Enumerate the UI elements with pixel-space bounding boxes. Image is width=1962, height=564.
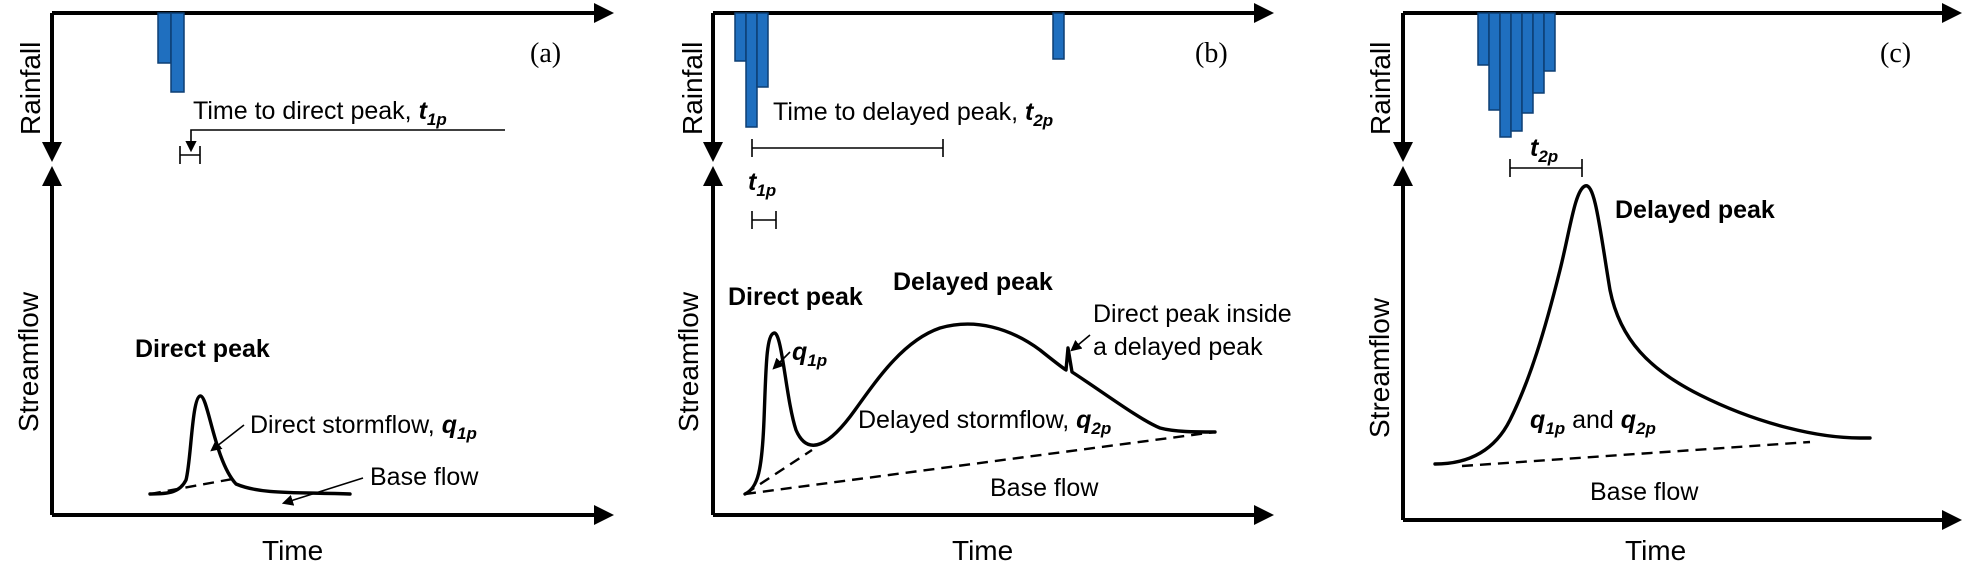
baseflow-separation-line <box>744 430 1216 496</box>
base-flow-label: Base flow <box>370 463 479 491</box>
t2p-label: t2p <box>1530 134 1558 166</box>
delayed-peak-label: Delayed peak <box>1615 196 1775 224</box>
baseflow-separation-line <box>744 448 813 496</box>
rain-bar <box>1499 12 1512 138</box>
rainfall-axis-label: Rainfall <box>1365 42 1396 135</box>
base-flow-label: Base flow <box>990 474 1099 502</box>
rain-bar <box>1521 12 1534 114</box>
rain-bar <box>734 12 747 62</box>
time-axis-label: Time <box>1625 535 1686 564</box>
time-to-delayed-peak-label: Time to delayed peak, t2p <box>773 98 1053 130</box>
rain-bar <box>170 12 185 93</box>
direct-peak-label: Direct peak <box>728 283 863 311</box>
delayed-stormflow-label: Delayed stormflow, q2p <box>858 406 1111 438</box>
baseflow-separation-line <box>149 476 239 496</box>
baseflow-separation-line <box>1461 440 1811 468</box>
panel-tag: (c) <box>1880 38 1911 69</box>
streamflow-axis-label: Streamflow <box>13 291 44 432</box>
direct-peak-label: Direct peak <box>135 335 270 363</box>
panel-tag: (a) <box>530 38 561 69</box>
time-to-direct-peak-label: Time to direct peak, t1p <box>193 97 447 129</box>
streamflow-axis-label: Streamflow <box>673 291 704 432</box>
inside-peak-label-2: a delayed peak <box>1093 333 1263 361</box>
streamflow-axis-label: Streamflow <box>1364 297 1395 438</box>
delayed-peak-label: Delayed peak <box>893 268 1053 296</box>
base-flow-arrow <box>281 477 364 506</box>
stormflow-arrow <box>210 424 245 452</box>
rain-bar <box>1543 12 1556 72</box>
direct-stormflow-label: Direct stormflow, q1p <box>250 411 477 443</box>
hydrograph-curve <box>148 394 352 496</box>
time-to-peak-leader <box>185 129 505 153</box>
rain-bar <box>756 12 769 88</box>
time-axis-label: Time <box>952 535 1013 564</box>
panel-a: Rainfall (a) Time to direct peak, t1p St… <box>13 3 614 564</box>
rainfall-axis-label: Rainfall <box>15 42 46 135</box>
q1p-arrow <box>772 351 791 370</box>
panel-b: Rainfall (b) Time to delayed peak, t2p t… <box>673 3 1292 564</box>
rain-bar <box>1477 12 1490 66</box>
rain-bar <box>1052 12 1065 60</box>
hydrograph-curve <box>1433 184 1872 466</box>
time-axis-label: Time <box>262 535 323 564</box>
q-combined-label: q1p and q2p <box>1530 406 1656 438</box>
hydrograph-curve <box>743 322 1217 496</box>
inside-peak-label-1: Direct peak inside <box>1093 300 1292 328</box>
panel-c: Rainfall (c) t2p Streamflow Time Delayed… <box>1364 3 1962 564</box>
rain-bar <box>1488 12 1501 111</box>
rain-bar <box>1510 12 1523 132</box>
panel-tag: (b) <box>1195 38 1228 69</box>
q1p-label: q1p <box>792 338 827 370</box>
base-flow-label: Base flow <box>1590 478 1699 506</box>
rain-bar <box>1532 12 1545 94</box>
inside-peak-arrow <box>1070 334 1091 352</box>
rain-bar <box>157 12 172 64</box>
rain-bar <box>745 12 758 128</box>
rainfall-axis-label: Rainfall <box>677 42 708 135</box>
t1p-label: t1p <box>748 168 776 200</box>
